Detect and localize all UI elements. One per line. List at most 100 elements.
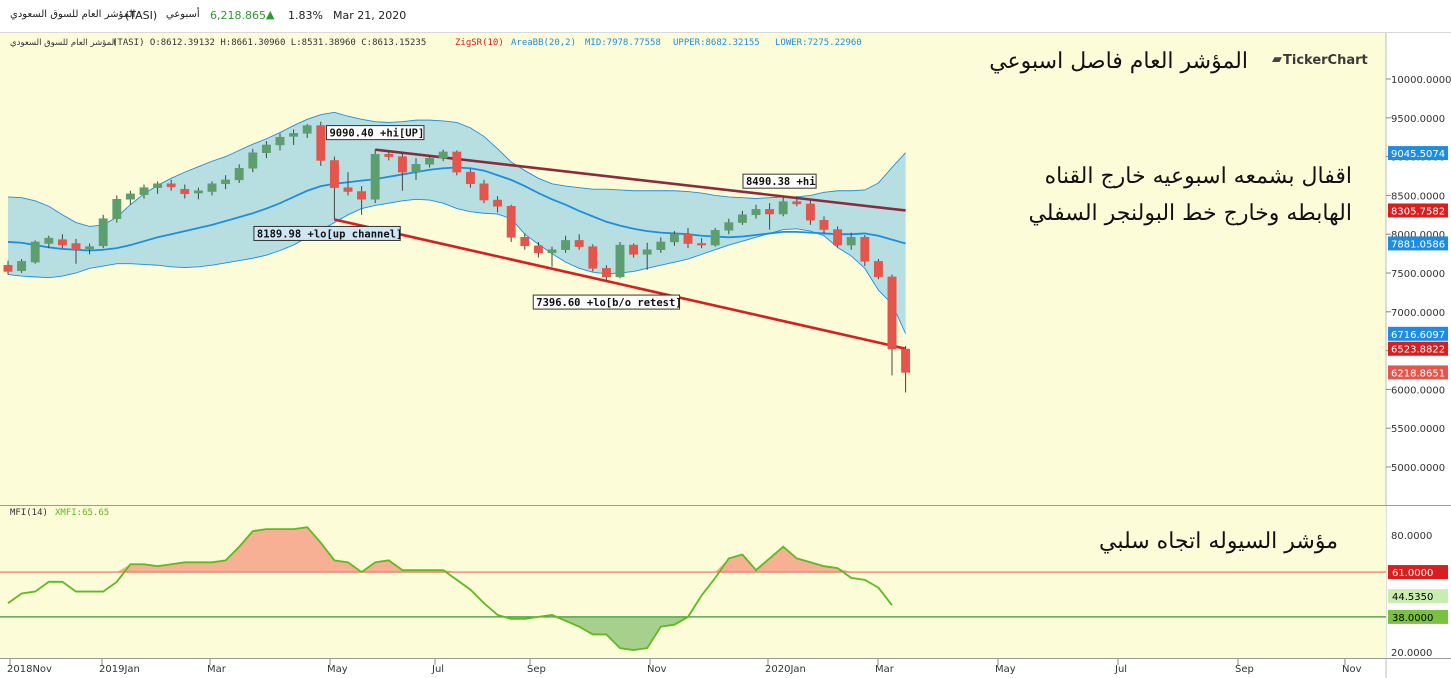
candle-body xyxy=(207,183,217,192)
candle-body xyxy=(506,206,516,238)
mfi-tag-label: 61.0000 xyxy=(1392,568,1433,579)
mfi-tag xyxy=(1388,565,1448,580)
time-tick-label: 2019Jan xyxy=(99,664,140,675)
candle-body xyxy=(601,268,611,278)
candle-body xyxy=(139,187,149,195)
candle-body xyxy=(153,183,163,188)
up-arrow-icon: ▲ xyxy=(266,8,275,21)
note-line-1: اقفال بشمعه اسبوعيه خارج القناه xyxy=(1045,164,1352,189)
price-tag xyxy=(1388,203,1448,218)
candle-body xyxy=(873,261,883,278)
info-bb-lower: LOWER:7275.22960 xyxy=(775,38,862,48)
price-tag xyxy=(1388,146,1448,161)
time-tick-label: 2020Jan xyxy=(765,664,806,675)
candle-body xyxy=(792,201,802,205)
price-tag-label: 7881.0586 xyxy=(1391,239,1445,250)
quote-bar: المؤشر العام للسوق السعودي (TASI) أسبوعي… xyxy=(0,0,1451,33)
candle-body xyxy=(724,222,734,231)
candle-body xyxy=(615,244,625,278)
candle-body xyxy=(452,151,462,173)
time-tick-label: Mar xyxy=(875,664,895,675)
candle-body xyxy=(221,179,231,185)
price-tag-label: 6716.6097 xyxy=(1391,330,1445,341)
band-fill xyxy=(8,112,906,334)
zigzag-label-text: 8189.98 +lo[up channel] xyxy=(257,228,402,240)
candle-body xyxy=(805,203,815,221)
zigzag-labels: 9090.40 +hi[UP] 8189.98 +lo[up channel] 73… xyxy=(253,125,817,310)
trendlines[interactable] xyxy=(334,148,906,351)
chart-area[interactable]: 9090.40 +hi[UP] 8189.98 +lo[up channel] 73… xyxy=(0,33,1451,678)
mfi-tag xyxy=(1388,589,1448,604)
candle-body xyxy=(316,125,326,161)
candle-body xyxy=(520,237,530,247)
price-pane-background xyxy=(0,33,1386,505)
price-tick-label: 10000.0000 xyxy=(1391,75,1451,86)
band-lower-line xyxy=(7,198,907,334)
time-tick-label: Jul xyxy=(1114,664,1127,675)
candle-body xyxy=(669,233,679,243)
candle-body xyxy=(44,237,54,244)
mfi-overbought-fill xyxy=(8,527,892,573)
time-tick-label: May xyxy=(995,664,1016,675)
candle-body xyxy=(656,241,666,250)
candle-body xyxy=(384,154,394,157)
lower-channel-line xyxy=(334,218,906,351)
candle-body xyxy=(275,136,285,146)
mfi-annotation: مؤشر السيوله اتجاه سلبي xyxy=(1099,529,1338,554)
candle-body xyxy=(357,191,367,200)
candle-body xyxy=(180,188,190,195)
candle-body xyxy=(112,199,122,219)
time-tick-label: Sep xyxy=(1235,664,1254,675)
quote-date: Mar 21, 2020 xyxy=(333,9,407,22)
info-zigsr: ZigSR(10) xyxy=(455,38,504,48)
price-tag xyxy=(1388,365,1448,380)
candle-body xyxy=(547,249,557,254)
price-tick-label: 9500.0000 xyxy=(1391,114,1445,125)
chart-logo-icon: ▰ xyxy=(1272,52,1282,67)
chart-title-annotation: المؤشر العام فاصل اسبوعي xyxy=(989,49,1248,74)
candle-body xyxy=(329,160,339,188)
price-tag xyxy=(1388,326,1448,341)
info-symbol-name: المؤشر العام للسوق السعودي xyxy=(10,38,117,48)
period-label[interactable]: أسبوعي xyxy=(166,9,200,20)
mfi-tick-label: 80.0000 xyxy=(1391,531,1432,542)
candle-body xyxy=(833,229,843,246)
zigzag-label-box xyxy=(532,294,681,310)
candle-body xyxy=(778,201,788,215)
candle-body xyxy=(737,214,747,223)
candle-body xyxy=(411,164,421,173)
candle-body xyxy=(17,261,27,271)
last-price: 6,218.865 xyxy=(210,9,266,22)
candle-body xyxy=(343,187,353,192)
candle-body xyxy=(697,243,707,246)
candle-body xyxy=(302,125,312,134)
candle-body xyxy=(860,237,870,262)
candle-body xyxy=(819,219,829,230)
price-tick-label: 8000.0000 xyxy=(1391,230,1445,241)
candle-body xyxy=(438,151,448,159)
candle-body xyxy=(248,152,258,169)
xmfi-label: XMFI:65.65 xyxy=(55,508,109,518)
mfi-pane-background xyxy=(0,506,1386,658)
upper-channel-line xyxy=(375,148,906,212)
candle-body xyxy=(588,246,598,269)
candle-body xyxy=(751,209,761,216)
candle-body xyxy=(629,244,639,255)
price-tag xyxy=(1388,341,1448,356)
zigzag-label-box xyxy=(325,125,425,141)
candle-body xyxy=(425,157,435,165)
time-tick-label: May xyxy=(327,664,348,675)
time-tick-label: Sep xyxy=(527,664,546,675)
symbol-code: (TASI) xyxy=(125,9,158,22)
price-tag-label: 9045.5074 xyxy=(1391,149,1445,160)
zigzag-label-text: 9090.40 +hi[UP] xyxy=(329,128,424,140)
candle-body xyxy=(289,133,299,137)
change-percent: 1.83% xyxy=(288,9,323,22)
price-tag xyxy=(1388,236,1448,251)
candle-body xyxy=(533,245,543,254)
zigzag-label-box xyxy=(253,225,401,241)
info-bb: AreaBB(20,2) xyxy=(511,38,576,48)
price-tick-label: 5500.0000 xyxy=(1391,424,1445,435)
candle-body xyxy=(846,237,856,246)
zigzag-label-text: 8490.38 +hi xyxy=(746,176,816,188)
